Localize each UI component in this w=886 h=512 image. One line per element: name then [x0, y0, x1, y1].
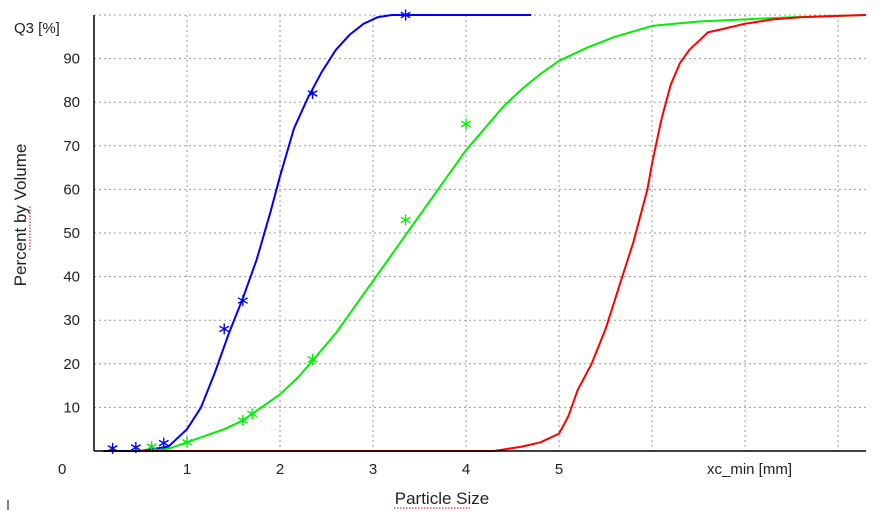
data-point-marker [237, 414, 248, 426]
marker-group [107, 9, 472, 454]
data-point-marker [219, 323, 230, 335]
y-unit-label: Q3 [%] [14, 20, 60, 37]
y-tick-label: 80 [63, 94, 80, 111]
y-tick-label: 70 [63, 138, 80, 155]
x-axis-title: Particle Size [395, 489, 489, 508]
y-tick-label: 90 [63, 51, 80, 68]
data-point-marker [107, 442, 118, 454]
y-tick-label: 50 [63, 225, 80, 242]
data-point-marker [307, 87, 318, 99]
series-line-3 [140, 14, 867, 452]
axes [93, 15, 866, 452]
x-tick-label: 1 [183, 461, 191, 478]
y-tick-label: 20 [63, 356, 80, 373]
data-point-marker [400, 9, 411, 21]
x-tick-label: 5 [555, 461, 563, 478]
tick-labels: 1 2 3 4 5 10 20 30 40 50 60 70 80 90 [63, 51, 563, 478]
data-point-marker [237, 295, 248, 307]
y-tick-label: 30 [63, 312, 80, 329]
data-point-marker [181, 436, 193, 448]
x-tick-label: 2 [276, 461, 284, 478]
origin-label: 0 [58, 461, 66, 478]
y-axis-title: Percent by Volume [11, 144, 30, 287]
data-point-marker [307, 353, 318, 365]
y-tick-label: 10 [63, 399, 80, 416]
x-tick-label: 3 [369, 461, 377, 478]
data-point-marker [460, 118, 472, 130]
y-tick-label: 60 [63, 181, 80, 198]
series-line-1 [103, 14, 532, 452]
data-point-marker [400, 214, 411, 226]
data-point-marker [246, 408, 258, 420]
x-tick-label: 4 [462, 461, 470, 478]
y-tick-label: 40 [63, 269, 80, 286]
x-unit-label: xc_min [mm] [707, 461, 792, 478]
data-point-marker [158, 437, 169, 449]
